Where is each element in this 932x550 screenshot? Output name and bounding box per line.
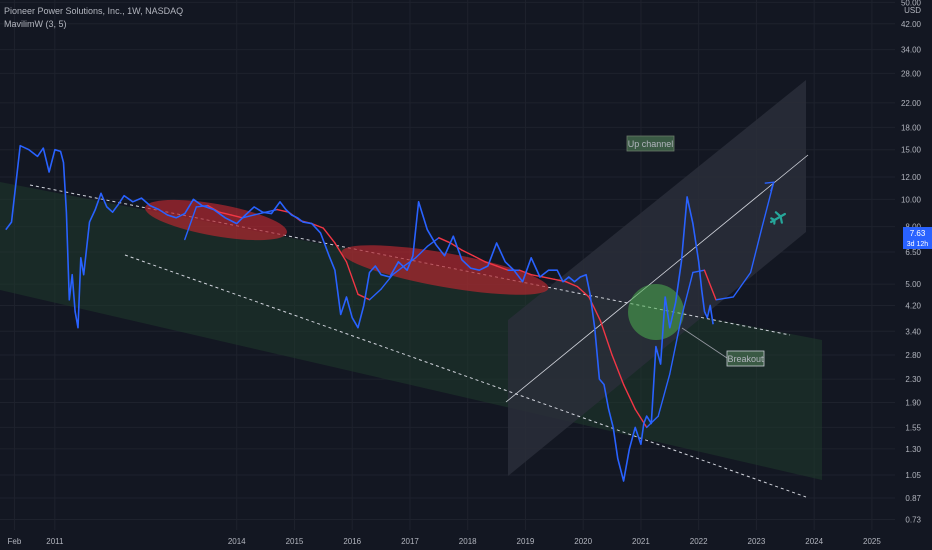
y-tick-label: 0.73 [905,516,921,525]
mavilim-segment [599,320,613,356]
y-tick-label: 2.30 [905,375,921,384]
current-price-value: 7.63 [910,229,926,238]
mavilim-segment [230,214,244,219]
airplane-icon [769,211,787,225]
indicator-label: MavilimW (3, 5) [4,19,67,29]
mavilim-segment [368,288,382,301]
currency-label: USD [904,6,921,15]
x-axis[interactable]: Feb 2011 2014 2015 2016 2017 2018 2019 2020 2021 2… [8,537,882,546]
breakout-callout-line [681,327,728,359]
mavilim-segment [542,276,556,281]
projection-line [715,182,775,301]
mavilim-segment [322,227,336,244]
mavilim-segment [345,261,359,296]
wedge-lower-line [124,254,807,498]
series-layer [5,144,775,482]
channel-label-box [626,135,675,152]
mavilim-segment [646,415,659,429]
mavilim-segment [415,245,428,259]
mavilim-segment [264,208,278,213]
breakout-label-box [726,350,765,367]
y-tick-label: 0.87 [905,494,921,503]
y-tick-label: 18.00 [901,123,922,132]
mavilim-segment [311,222,325,229]
x-tick-label: 2025 [863,537,881,546]
mavilim-segment [565,280,579,288]
current-price-countdown: 3d 12h [907,241,929,248]
x-tick-label: 2021 [632,537,650,546]
mavilim-segment [484,261,498,267]
mavilim-segment [692,269,706,274]
mavilim-segment [611,354,625,386]
trend-line [505,154,809,403]
y-tick-label: 28.00 [901,69,922,78]
channel-label: Up channel [628,139,674,149]
mavilim-segment [218,211,232,216]
mavilim-segment [438,237,452,244]
x-tick-label: 2016 [343,537,361,546]
x-tick-label: 2018 [459,537,477,546]
y-tick-label: 15.00 [901,146,922,155]
x-tick-label: 2017 [401,537,419,546]
mavilim-segment [334,242,348,263]
x-tick-label: 2011 [46,537,64,546]
resistance-zone-1 [145,199,287,241]
y-tick-label: 12.00 [901,173,922,182]
y-tick-label: 1.30 [905,445,921,454]
y-tick-label: 1.55 [905,423,921,432]
down-wedge-zone [0,182,822,480]
x-tick-label: 2023 [748,537,766,546]
mavilim-segment [276,208,290,213]
mavilim-segment [380,273,394,290]
y-axis[interactable]: 50.00 42.00 34.00 28.00 22.00 18.00 15.00 12.00… [901,0,922,525]
mavilim-segment [461,249,475,257]
mavilim-segment [449,242,463,251]
mavilim-segment [622,383,636,410]
breakout-zone [628,284,684,340]
mavilim-segment [657,373,671,417]
x-tick-label: 2014 [228,537,246,546]
x-tick-label: 2020 [574,537,592,546]
y-tick-label: 34.00 [901,46,922,55]
y-tick-label: 6.50 [905,248,921,257]
chart-title: Pioneer Power Solutions, Inc., 1W, NASDA… [4,6,184,16]
y-tick-label: 2.80 [905,351,921,360]
current-price-tag [903,227,932,249]
mavilim-segment [426,237,440,248]
mavilim-segment [391,265,405,276]
y-tick-label: 50.00 [901,0,922,7]
x-tick-label: 2015 [286,537,304,546]
y-tick-label: 1.90 [905,398,921,407]
projection-arrowhead [764,181,775,192]
x-tick-label: Feb [8,537,22,546]
price-line [5,144,714,482]
breakout-label: Breakout [727,354,764,364]
y-tick-label: 3.40 [905,327,921,336]
mavilim-segment [241,214,255,219]
mavilim-segment [669,316,683,375]
y-tick-label: 4.20 [905,301,921,310]
mavilim-segment [495,265,509,271]
x-tick-label: 2019 [517,537,535,546]
mavilim-segment [472,255,486,263]
mavilim-segment [634,408,648,429]
x-tick-label: 2024 [805,537,823,546]
mavilim-segment [680,271,694,319]
y-tick-label: 1.05 [905,471,921,480]
y-tick-label: 5.00 [905,280,921,289]
y-tick-label: 10.00 [901,195,922,204]
y-tick-label: 42.00 [901,20,922,29]
mavilim-segment [184,206,198,241]
mavilim-segment [703,269,717,301]
mavilim-segment [576,285,590,298]
x-tick-label: 2022 [690,537,708,546]
y-tick-label: 22.00 [901,99,922,108]
resistance-zone-2 [341,245,549,295]
mavilim-segment [357,293,371,301]
